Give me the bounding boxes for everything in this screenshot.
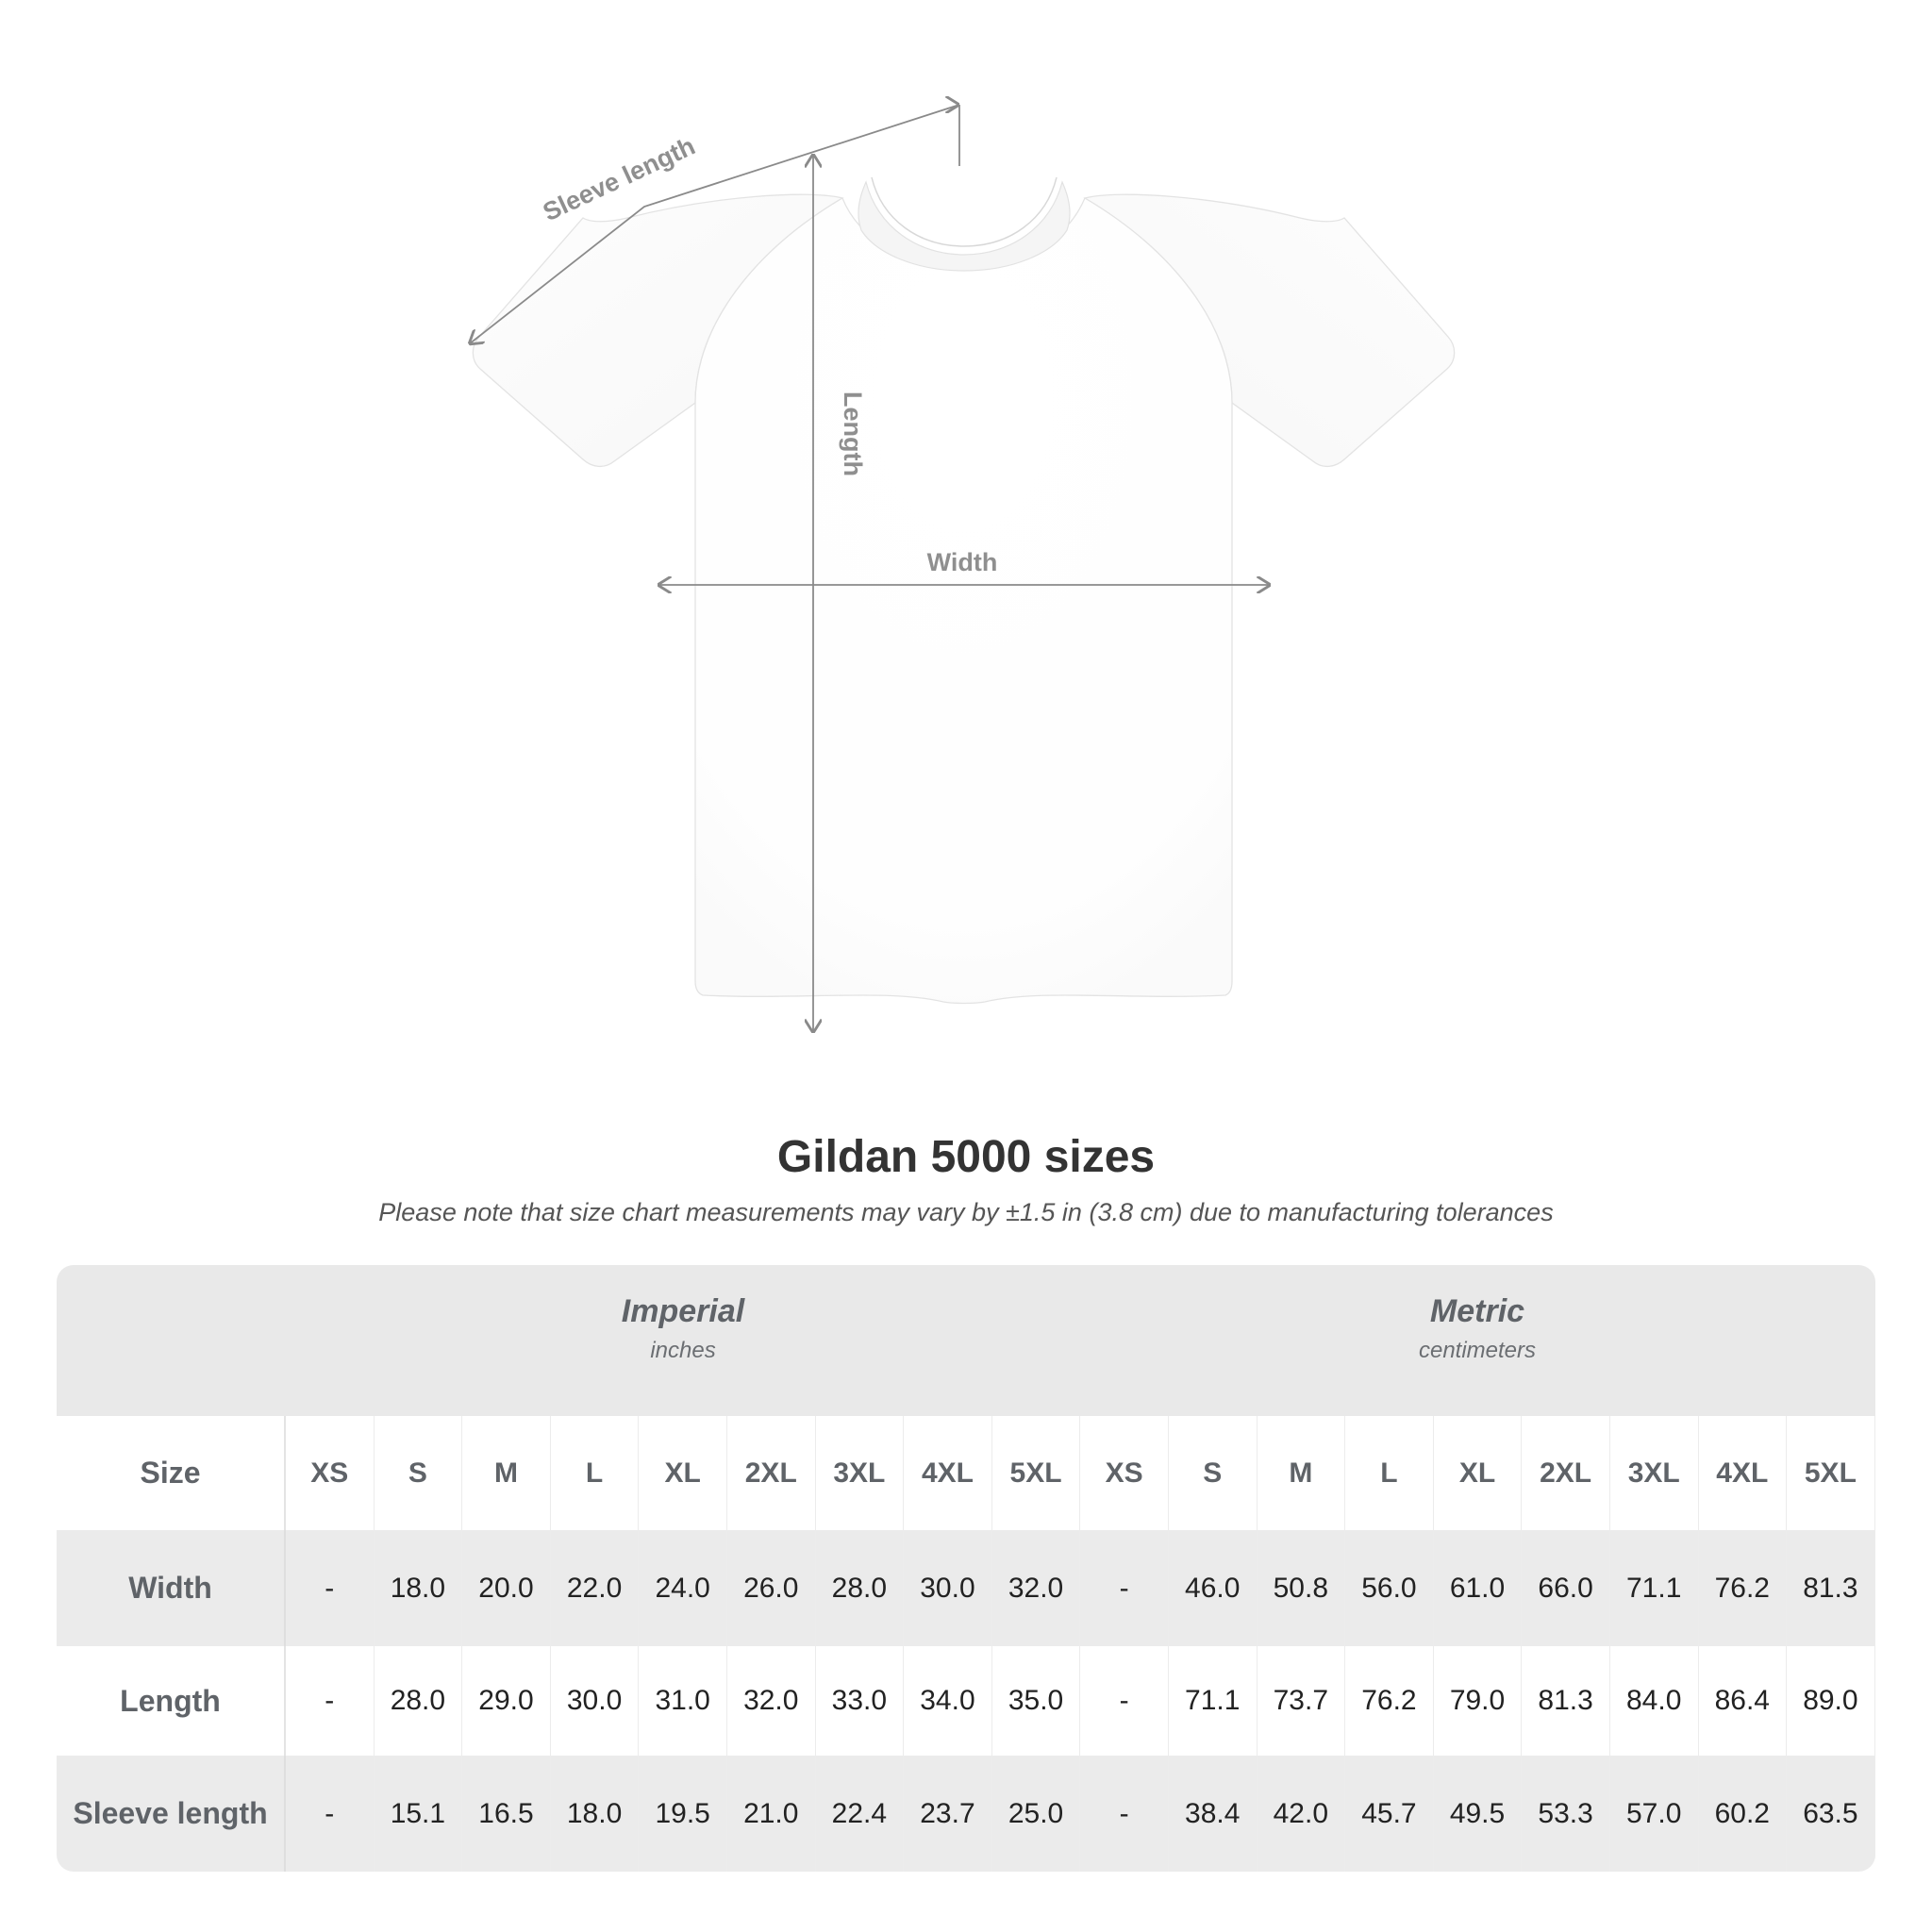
- svg-text:Length: Length: [839, 391, 867, 476]
- svg-text:Width: Width: [927, 548, 998, 576]
